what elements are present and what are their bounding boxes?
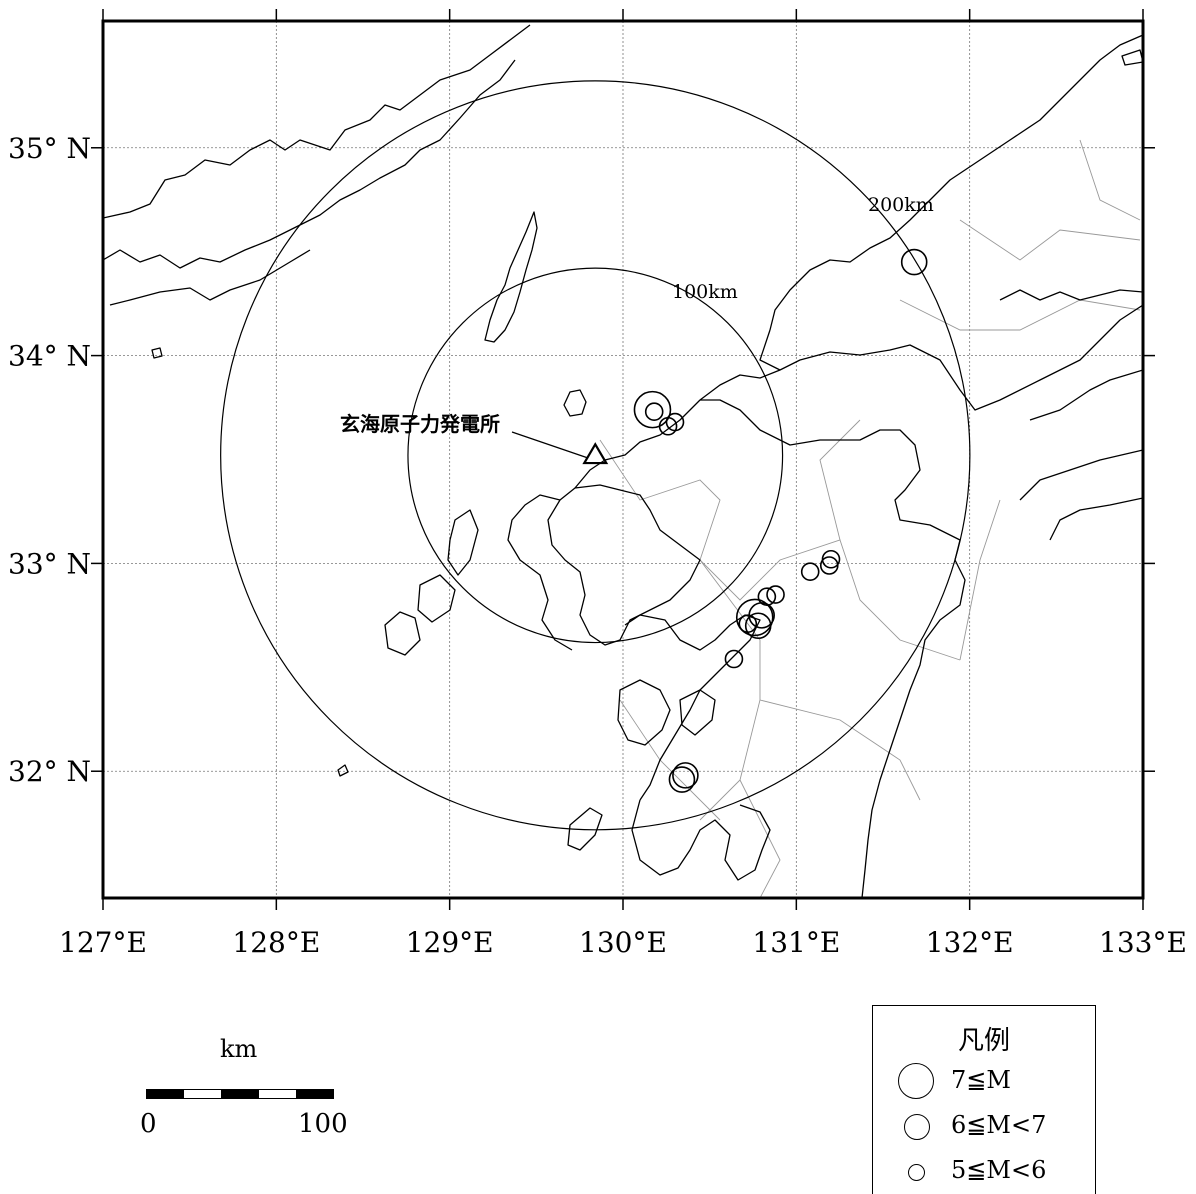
legend-row-m7: 7≦M bbox=[873, 1061, 1095, 1101]
seismicity-map: 127°E 128°E 129°E 130°E 131°E 132°E 133°E 35° … bbox=[8, 9, 1187, 959]
coastlines bbox=[103, 24, 1143, 898]
plant-leader-line bbox=[511, 431, 589, 459]
earthquake-marker bbox=[800, 562, 820, 582]
lon-label: 128°E bbox=[232, 926, 320, 959]
lon-label: 129°E bbox=[406, 926, 494, 959]
legend-label-m6: 6≦M<7 bbox=[951, 1111, 1047, 1139]
scale-bar: km 0 100 bbox=[120, 1035, 380, 1145]
earthquake-markers bbox=[633, 248, 928, 793]
scale-bar-graphic bbox=[146, 1089, 334, 1099]
earthquake-marker bbox=[644, 402, 664, 422]
legend-circle-large-icon bbox=[898, 1063, 934, 1099]
graticule bbox=[103, 21, 1143, 898]
ring-label-100km: 100km bbox=[672, 281, 738, 303]
lat-label: 32° N bbox=[8, 755, 91, 788]
earthquake-marker bbox=[668, 766, 696, 793]
scale-unit: km bbox=[220, 1035, 258, 1063]
earthquake-marker bbox=[900, 248, 928, 276]
earthquake-marker bbox=[658, 416, 678, 436]
legend: 凡例 7≦M 6≦M<7 5≦M<6 bbox=[872, 1005, 1096, 1194]
plant-marker-triangle bbox=[582, 442, 609, 465]
ring-100km bbox=[407, 267, 784, 644]
earthquake-marker bbox=[735, 598, 774, 637]
plant-label: 玄海原子力発電所 bbox=[340, 412, 500, 436]
legend-row-m5: 5≦M<6 bbox=[873, 1151, 1095, 1191]
lat-label: 33° N bbox=[8, 547, 91, 580]
latitude-labels: 35° N 34° N 33° N 32° N bbox=[8, 132, 91, 788]
lon-label: 127°E bbox=[59, 926, 147, 959]
earthquake-marker bbox=[821, 549, 841, 569]
earthquake-marker bbox=[633, 390, 672, 429]
earthquake-marker bbox=[672, 762, 699, 789]
scale-end: 100 bbox=[298, 1109, 348, 1139]
lat-label: 34° N bbox=[8, 340, 91, 373]
earthquake-marker bbox=[744, 612, 772, 640]
lon-label: 132°E bbox=[926, 926, 1014, 959]
earthquake-marker bbox=[766, 585, 785, 604]
legend-label-m7: 7≦M bbox=[951, 1066, 1011, 1094]
prefecture-borders bbox=[599, 139, 1141, 898]
earthquake-marker bbox=[724, 649, 744, 669]
distance-rings bbox=[220, 80, 971, 831]
legend-label-m5: 5≦M<6 bbox=[951, 1156, 1047, 1184]
earthquake-marker bbox=[819, 556, 839, 575]
lon-label: 133°E bbox=[1099, 926, 1187, 959]
legend-row-m6: 6≦M<7 bbox=[873, 1106, 1095, 1146]
legend-circle-small-icon bbox=[908, 1164, 925, 1181]
lon-label: 130°E bbox=[579, 926, 667, 959]
lon-label: 131°E bbox=[752, 926, 840, 959]
legend-title: 凡例 bbox=[957, 1026, 1010, 1056]
scale-start: 0 bbox=[140, 1109, 157, 1139]
frame-ticks bbox=[91, 9, 1155, 910]
legend-circle-medium-icon bbox=[904, 1114, 930, 1140]
earthquake-marker bbox=[738, 614, 758, 633]
longitude-labels: 127°E 128°E 129°E 130°E 131°E 132°E 133°E bbox=[59, 926, 1187, 959]
lat-label: 35° N bbox=[8, 132, 91, 165]
ring-label-200km: 200km bbox=[868, 194, 934, 216]
ring-200km bbox=[220, 80, 971, 831]
